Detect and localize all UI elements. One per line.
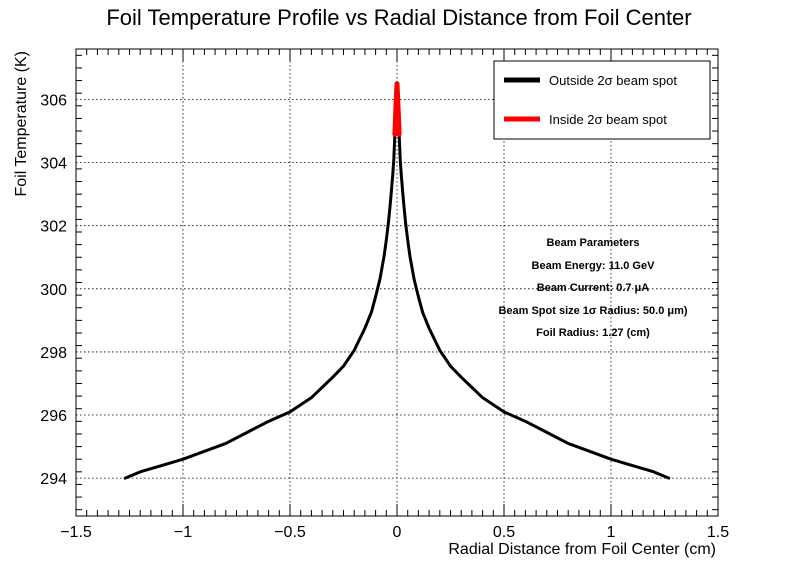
- series-line-inside: [392, 81, 402, 137]
- legend-label-outside: Outside 2σ beam spot: [549, 73, 677, 88]
- axis-ticks: [75, 49, 719, 516]
- plot-frame: [75, 48, 719, 517]
- x-tick-label-1: −1: [174, 524, 192, 541]
- y-tick-label-2: 298: [40, 345, 67, 362]
- y-tick-label-4: 302: [40, 219, 67, 236]
- y-tick-label-0: 294: [40, 471, 67, 488]
- annotation-foil-radius: Foil Radius: 1.27 (cm): [536, 327, 650, 339]
- x-tick-labels: −1.5 −1 −0.5 0 0.5 1 1.5: [60, 524, 729, 541]
- x-axis-title: Radial Distance from Foil Center (cm): [448, 541, 716, 558]
- x-tick-label-0: −1.5: [60, 524, 92, 541]
- legend-box: [493, 60, 711, 140]
- x-tick-label-2: −0.5: [274, 524, 306, 541]
- y-axis-title: Foil Temperature (K): [13, 51, 30, 197]
- annotation-beam-spot: Beam Spot size 1σ Radius: 50.0 μm): [498, 305, 687, 317]
- legend-label-inside: Inside 2σ beam spot: [549, 112, 667, 127]
- y-tick-labels: 294 296 298 300 302 304 306: [40, 92, 67, 488]
- y-tick-label-1: 296: [40, 408, 67, 425]
- chart-title: Foil Temperature Profile vs Radial Dista…: [106, 5, 691, 30]
- annotation-beam-energy: Beam Energy: 11.0 GeV: [532, 260, 656, 272]
- x-tick-label-4: 0.5: [493, 524, 515, 541]
- x-tick-label-6: 1.5: [707, 524, 729, 541]
- series-lines: [123, 81, 671, 480]
- y-tick-label-6: 306: [40, 92, 67, 109]
- beam-parameters-box: Beam Parameters Beam Energy: 11.0 GeV Be…: [498, 237, 687, 339]
- legend: Outside 2σ beam spot Inside 2σ beam spot: [493, 60, 711, 140]
- y-tick-label-5: 304: [40, 156, 67, 173]
- x-tick-label-3: 0: [393, 524, 402, 541]
- x-tick-label-5: 1: [607, 524, 616, 541]
- annotation-heading: Beam Parameters: [547, 237, 640, 249]
- annotation-beam-current: Beam Current: 0.7 μA: [537, 282, 650, 294]
- y-tick-label-3: 300: [40, 282, 67, 299]
